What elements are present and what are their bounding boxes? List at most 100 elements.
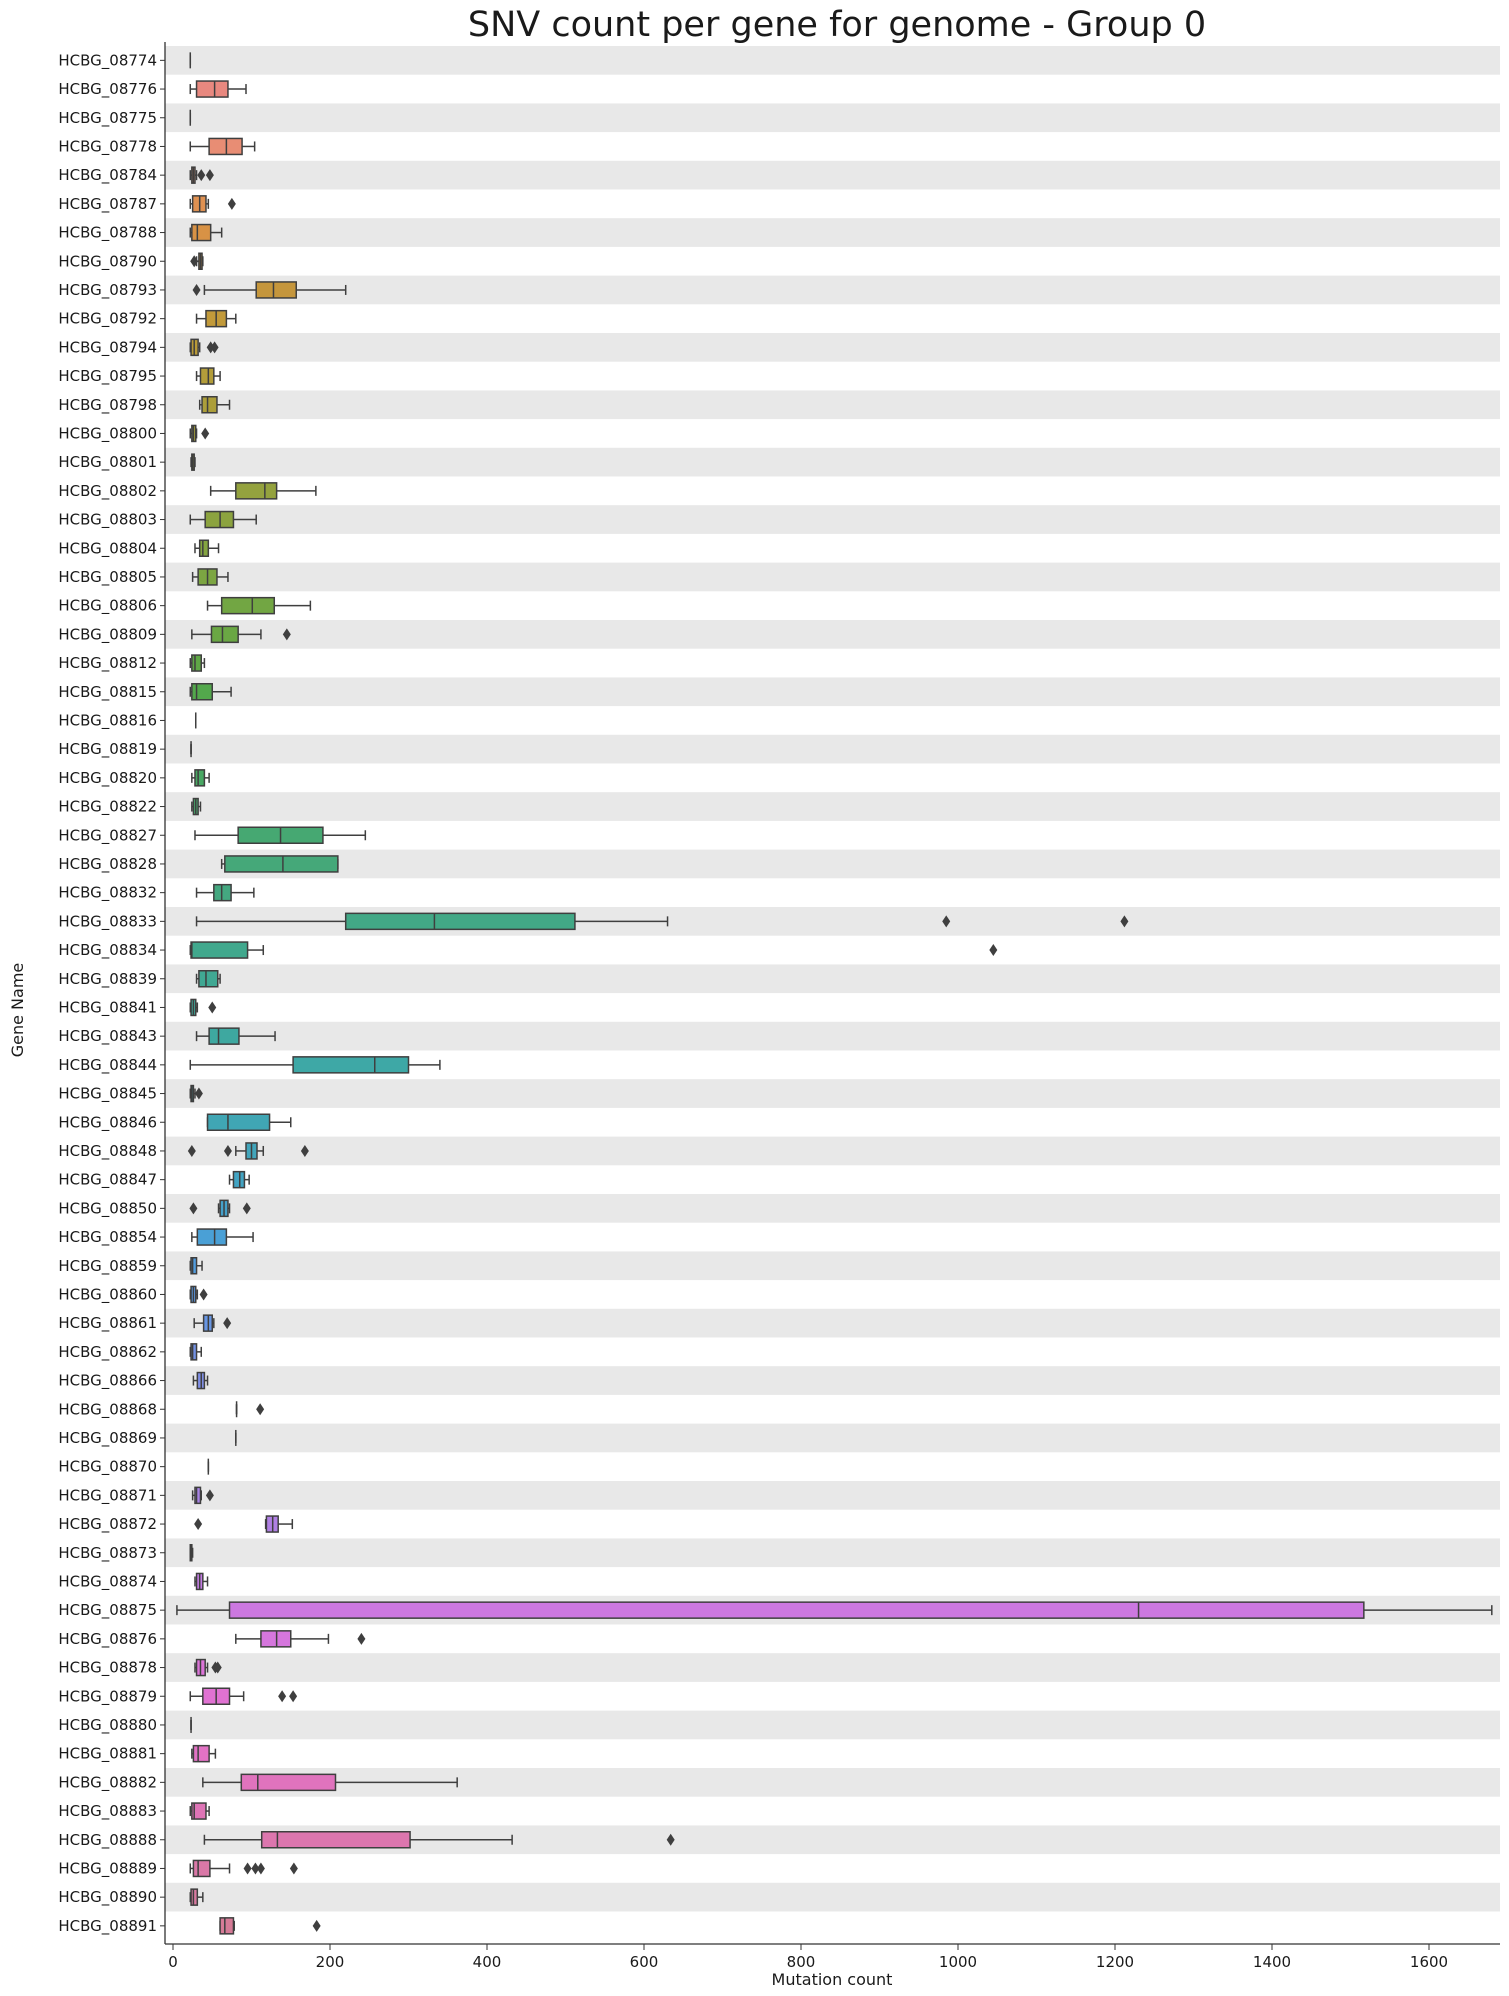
iqr-box	[206, 1113, 271, 1131]
boxplot-hcbg-08805	[191, 568, 229, 586]
outlier-point	[243, 1862, 252, 1875]
x-tick-label: 0	[168, 1953, 178, 1971]
y-tick-label: HCBG_08854	[58, 1228, 157, 1247]
boxplot-hcbg-08778	[189, 137, 256, 156]
iqr-box	[196, 1228, 228, 1246]
x-tick-label: 800	[787, 1953, 816, 1971]
iqr-box	[208, 137, 243, 156]
outlier-point	[251, 1862, 260, 1875]
boxplot-hcbg-08812	[189, 654, 206, 672]
outlier-point	[201, 427, 210, 440]
y-tick-label: HCBG_08874	[58, 1572, 157, 1591]
boxplot-hcbg-08806	[206, 596, 312, 615]
y-tick-label: HCBG_08787	[58, 195, 157, 214]
y-tick-label: HCBG_08812	[58, 654, 157, 673]
y-tick-label: HCBG_08844	[58, 1056, 157, 1075]
outlier-point	[197, 169, 206, 182]
boxplot-hcbg-08793	[192, 281, 347, 299]
row-band	[165, 964, 1500, 994]
outlier-point	[190, 255, 199, 268]
boxplot-hcbg-08889	[189, 1859, 298, 1878]
x-axis-label: Mutation count	[772, 1970, 893, 1989]
outlier-point	[357, 1632, 366, 1645]
row-band	[165, 1079, 1500, 1108]
row-bands	[165, 46, 1500, 1912]
y-tick-label: HCBG_08819	[58, 740, 157, 759]
boxplot-hcbg-08881	[191, 1744, 217, 1763]
y-tick-label: HCBG_08888	[58, 1831, 157, 1850]
outlier-point	[194, 1518, 203, 1531]
boxplot-hcbg-08871	[191, 1486, 214, 1505]
boxplot-hcbg-08873	[189, 1544, 194, 1562]
y-tick-label: HCBG_08868	[58, 1400, 157, 1419]
iqr-box	[190, 941, 249, 959]
row-band	[165, 1136, 1500, 1166]
y-tick-label: HCBG_08798	[58, 396, 157, 415]
boxplot-hcbg-08891	[219, 1917, 321, 1935]
y-tick-label: HCBG_08890	[58, 1888, 157, 1907]
y-tick-label: HCBG_08859	[58, 1257, 157, 1276]
boxplot-hcbg-08784	[189, 166, 214, 184]
y-tick-label: HCBG_08805	[58, 568, 157, 587]
row-band	[165, 849, 1500, 879]
boxplot-hcbg-08839	[195, 970, 221, 988]
boxplot-hcbg-08845	[189, 1084, 203, 1103]
boxplot-hcbg-08792	[195, 309, 237, 328]
y-tick-label: HCBG_08800	[58, 424, 157, 443]
y-tick-label: HCBG_08843	[58, 1027, 157, 1046]
row-band	[165, 505, 1500, 534]
iqr-box	[191, 683, 213, 701]
y-tick-label: HCBG_08827	[58, 826, 157, 845]
row-band	[165, 390, 1500, 420]
y-tick-label: HCBG_08845	[58, 1085, 157, 1104]
outlier-point	[989, 944, 998, 957]
y-tick-label: HCBG_08828	[58, 855, 157, 874]
outlier-point	[666, 1833, 675, 1846]
boxplot-hcbg-08790	[190, 252, 204, 270]
y-tick-label: HCBG_08875	[58, 1601, 157, 1620]
iqr-box	[194, 1486, 202, 1505]
boxplot-hcbg-08820	[191, 769, 210, 787]
outlier-point	[256, 1403, 265, 1416]
y-tick-label: HCBG_08846	[58, 1113, 157, 1132]
y-tick-label: HCBG_08794	[58, 338, 157, 357]
y-tick-label: HCBG_08804	[58, 539, 157, 558]
boxplot-hcbg-08843	[195, 1027, 276, 1045]
boxplot-hcbg-08804	[194, 539, 220, 557]
y-tick-label: HCBG_08889	[58, 1859, 157, 1878]
boxplot-hcbg-08866	[192, 1371, 209, 1390]
y-tick-label: HCBG_08809	[58, 625, 157, 644]
y-tick-label: HCBG_08862	[58, 1343, 157, 1362]
y-tick-label: HCBG_08873	[58, 1544, 157, 1563]
x-tick-label: 600	[630, 1953, 659, 1971]
y-tick-label: HCBG_08881	[58, 1745, 157, 1764]
iqr-box	[198, 539, 210, 557]
outlier-point	[208, 1001, 217, 1014]
iqr-box	[192, 1744, 210, 1763]
y-tick-label: HCBG_08839	[58, 970, 157, 989]
outlier-point	[192, 283, 201, 296]
y-tick-label: HCBG_08795	[58, 367, 157, 386]
outlier-point	[1120, 915, 1129, 928]
boxplot-hcbg-08878	[194, 1658, 222, 1677]
boxplot-hcbg-08827	[194, 826, 367, 844]
outlier-point	[282, 628, 291, 641]
boxplot-hcbg-08800	[189, 424, 210, 443]
y-tick-label: HCBG_08778	[58, 137, 157, 156]
iqr-box	[191, 654, 203, 672]
outlier-point	[289, 1862, 298, 1875]
y-tick-label: HCBG_08833	[58, 912, 157, 931]
boxplot-hcbg-08888	[203, 1831, 675, 1849]
x-tick-label: 400	[473, 1953, 502, 1971]
row-band	[165, 447, 1500, 477]
boxplot-hcbg-08834	[189, 941, 998, 959]
y-tick-label: HCBG_08776	[58, 80, 157, 99]
iqr-box	[260, 1831, 411, 1849]
y-tick-label: HCBG_08848	[58, 1142, 157, 1161]
y-tick-label: HCBG_08834	[58, 941, 157, 960]
iqr-box	[204, 510, 235, 529]
y-tick-label: HCBG_08790	[58, 252, 157, 271]
outlier-point	[242, 1202, 251, 1215]
y-tick-label: HCBG_08869	[58, 1429, 157, 1448]
y-tick-label: HCBG_08816	[58, 711, 157, 730]
